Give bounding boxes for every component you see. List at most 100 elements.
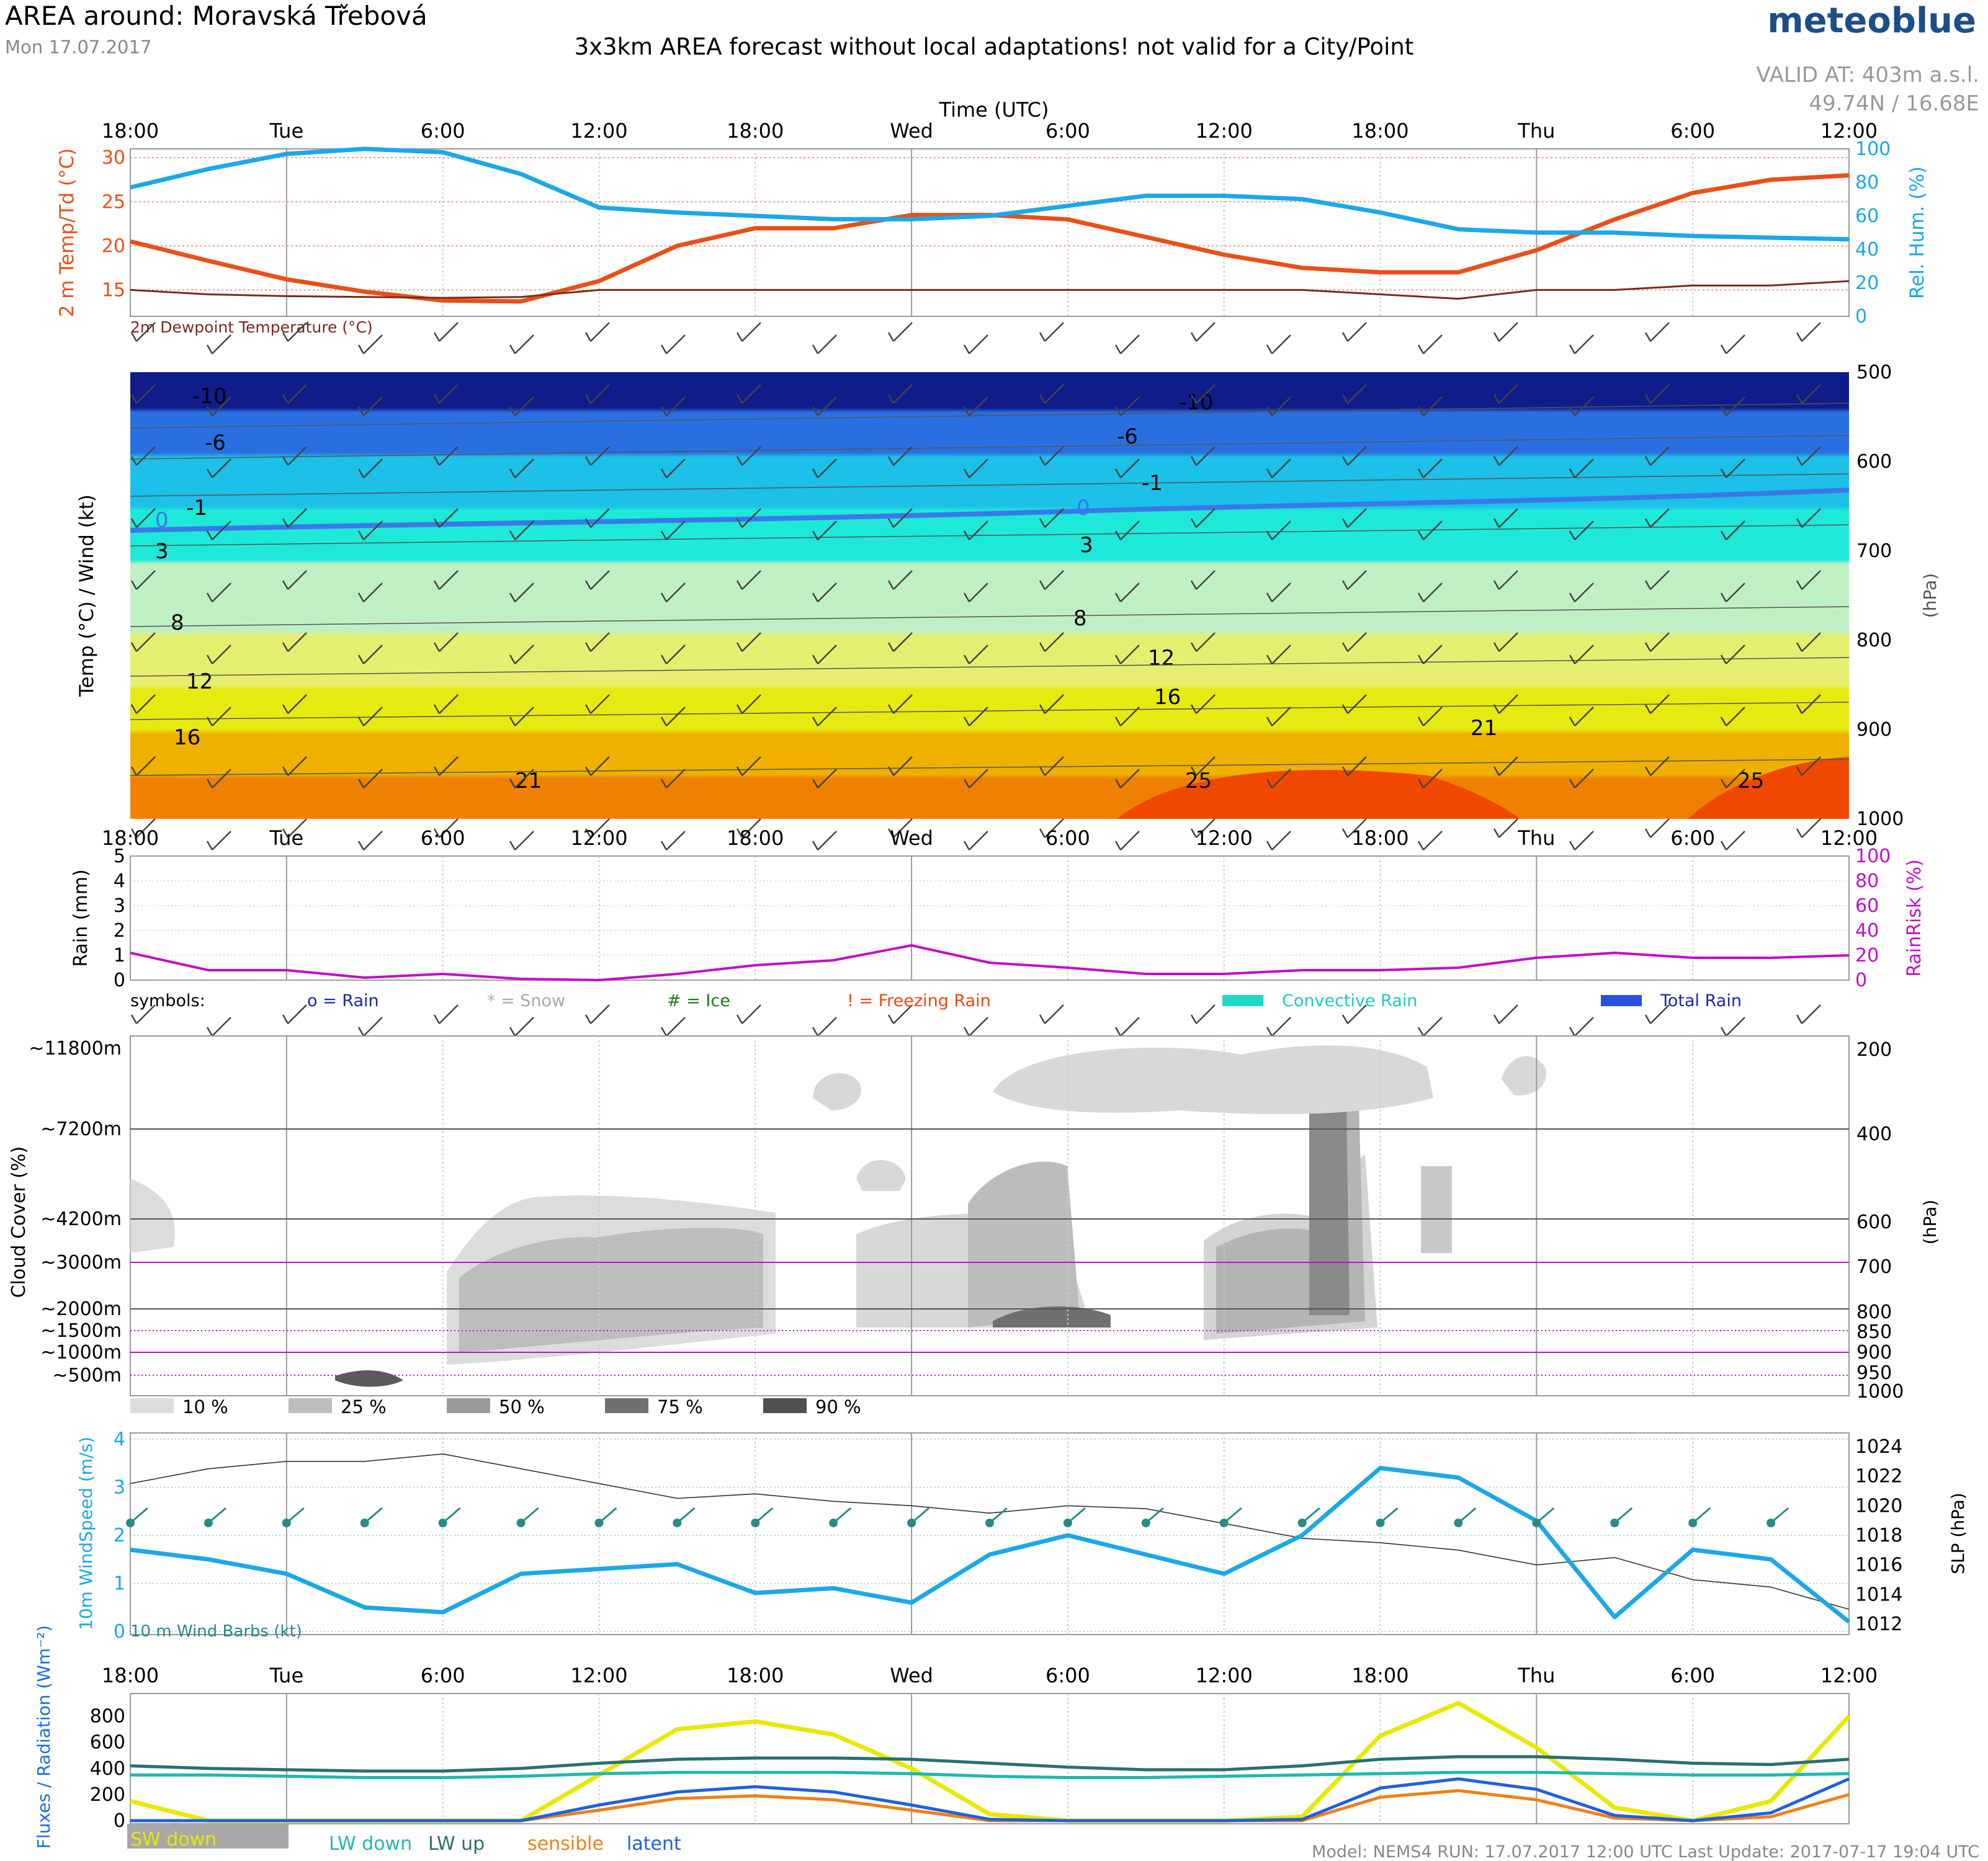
wind-barb — [206, 645, 231, 664]
cloud-legend-swatch — [289, 1398, 332, 1413]
wind-barb — [1341, 508, 1367, 528]
wind-barb — [963, 769, 988, 788]
wind-barb — [1341, 756, 1367, 776]
contour-label: 0 — [155, 508, 169, 533]
time-tick-label: 12:00 — [1820, 826, 1878, 850]
wind-barb — [1039, 508, 1064, 528]
wind-barb — [1190, 322, 1216, 342]
wind-barb — [1190, 446, 1216, 466]
wind-barb — [1039, 632, 1064, 652]
cloud-legend-label: 90 % — [815, 1396, 861, 1417]
wind-barb — [754, 1507, 774, 1524]
y-tick-label: 1022 — [1855, 1466, 1902, 1488]
pressure-tick-label: 500 — [1856, 362, 1892, 383]
wind-barb — [357, 831, 383, 850]
y-tick-label: 3 — [114, 1477, 125, 1499]
wind-barb — [282, 756, 307, 776]
wind-barb — [963, 458, 988, 478]
wind-barb — [584, 322, 610, 342]
total-rain-swatch — [1601, 995, 1642, 1006]
wind-barb — [1796, 322, 1821, 342]
wind-barb — [660, 1017, 686, 1037]
time-tick-label: 18:00 — [727, 1664, 784, 1687]
forecast-subtitle: 3x3km AREA forecast without local adapta… — [575, 33, 1414, 60]
wind-barb — [1223, 1507, 1242, 1524]
wind-barb — [1266, 831, 1291, 850]
y-tick-label: 80 — [1855, 870, 1879, 892]
contour-label: 21 — [515, 769, 542, 793]
time-tick-label: Tue — [269, 1664, 303, 1687]
pressure-tick-label: 900 — [1856, 719, 1892, 741]
y-tick-label: 20 — [1855, 945, 1879, 966]
pressure-tick-label: 700 — [1856, 1256, 1892, 1278]
wind-barb — [887, 384, 913, 404]
wind-barb — [1114, 831, 1140, 850]
y-tick-label: 1012 — [1855, 1613, 1902, 1635]
wind-barb — [130, 508, 156, 528]
wind-barb — [1114, 769, 1140, 788]
y-tick-label: 1014 — [1855, 1584, 1902, 1605]
wind-barb — [282, 632, 307, 652]
wind-barb — [357, 396, 383, 416]
height-tick-label: ~1000m — [40, 1342, 122, 1363]
wind-barb — [130, 1004, 156, 1024]
wind-barb — [963, 520, 988, 540]
wind-barb — [1569, 1017, 1594, 1037]
y-tick-label: 40 — [1855, 239, 1879, 261]
wind-pressure-panel: 0 1 2 3 4 1012 1014 1016 1018 1020 1022 1024 10m Wi… — [76, 1429, 1968, 1643]
y-tick-label: 4 — [114, 1429, 125, 1450]
contour-line — [130, 473, 1850, 497]
wind-barb — [1114, 396, 1140, 416]
slp-axis-label: SLP (hPa) — [1948, 1493, 1968, 1574]
wind-barb — [1190, 1004, 1216, 1024]
wind-barb — [1039, 756, 1064, 776]
contour-label: 21 — [1471, 716, 1497, 741]
wind-barb — [584, 694, 610, 714]
pressure-tick-label: 600 — [1856, 451, 1892, 473]
pressure-tick-label: 850 — [1856, 1321, 1892, 1343]
wind-barb — [660, 458, 686, 478]
contour-label: 3 — [155, 539, 169, 564]
wind-barb — [442, 1507, 461, 1524]
rain-axis-label: Rain (mm) — [70, 869, 92, 966]
time-tick-label: 12:00 — [570, 1664, 627, 1687]
wind-barb — [1266, 707, 1291, 726]
wind-barb — [357, 769, 383, 788]
wind-barb — [1417, 831, 1443, 850]
wind-barb — [989, 1507, 1008, 1524]
wind-barb — [887, 508, 913, 528]
time-tick-label: 6:00 — [1045, 826, 1090, 850]
time-axis-bottom: 18:00 Tue 6:00 12:00 18:00 Wed 6:00 12:00 18:00 T… — [102, 1664, 1878, 1687]
wind-barb — [1114, 645, 1140, 664]
dewpoint-annotation: 2m Dewpoint Temperature (°C) — [130, 318, 373, 336]
contour-label: -1 — [186, 496, 207, 520]
time-axis-top: 18:00 Tue 6:00 12:00 18:00 Wed 6:00 12:00 18:00 T… — [102, 119, 1878, 143]
cloud-legend-swatch — [130, 1398, 174, 1413]
rain-legend-convective: Convective Rain — [1282, 991, 1418, 1011]
height-tick-label: ~500m — [52, 1365, 122, 1386]
wind-barb — [509, 1017, 534, 1037]
wind-barb — [1039, 818, 1064, 838]
wind-barb — [130, 570, 156, 590]
pressure-tick-label: 800 — [1856, 1301, 1892, 1323]
wind-barb — [887, 694, 913, 714]
wind-barb — [584, 1004, 610, 1024]
coordinates-label: 49.74N / 16.68E — [1809, 91, 1979, 116]
wind-barb — [812, 769, 837, 788]
wind-barb — [1266, 334, 1291, 354]
wind-barb — [963, 334, 988, 354]
wind-barb — [1301, 1507, 1320, 1524]
wind-barb — [509, 334, 534, 354]
wind-barb — [1493, 322, 1518, 342]
wind-barb — [963, 1017, 988, 1037]
humidity-line — [130, 146, 1850, 242]
wind-barb — [130, 322, 156, 342]
contour-line — [130, 524, 1850, 547]
wind-barb — [1493, 508, 1518, 528]
pressure-tick-label: 200 — [1856, 1039, 1892, 1061]
wind-barb — [1417, 707, 1443, 726]
time-tick-label: Tue — [269, 826, 303, 850]
wind-barb — [812, 458, 837, 478]
wind-barb — [1341, 632, 1367, 652]
